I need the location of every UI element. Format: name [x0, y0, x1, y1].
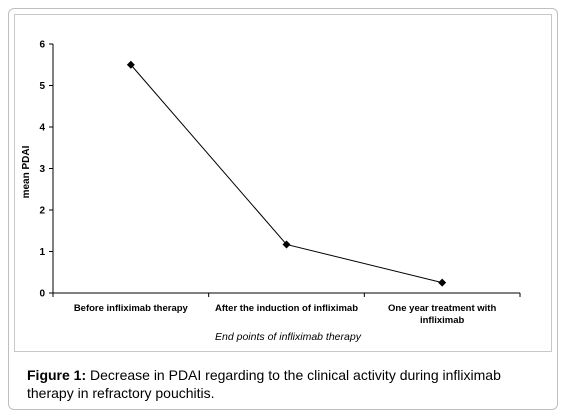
x-tick-label: After the induction of infliximab [215, 303, 358, 314]
y-tick-label: 2 [39, 206, 45, 217]
y-tick-label: 0 [39, 289, 45, 300]
figure-caption: Figure 1: Decrease in PDAI regarding to … [27, 366, 547, 402]
y-tick-label: 5 [39, 81, 45, 92]
y-tick-label: 6 [39, 40, 45, 51]
x-ticks: Before infliximab therapy After the induc… [52, 293, 521, 326]
y-axis-label: mean PDAI [21, 145, 32, 198]
data-point [126, 60, 135, 69]
x-tick-label: Before infliximab therapy [74, 303, 189, 314]
y-tick-label: 1 [39, 247, 45, 258]
series [126, 60, 447, 287]
caption-text: Decrease in PDAI regarding to the clinic… [27, 367, 501, 401]
x-axis-label: End points of infliximab therapy [215, 331, 362, 343]
axes [52, 44, 520, 294]
series-line [130, 64, 443, 284]
x-tick-label: One year treatment with infliximab [388, 303, 496, 326]
y-ticks: 0 1 2 3 4 5 6 [39, 40, 53, 300]
data-point [438, 278, 447, 287]
y-tick-label: 3 [39, 164, 45, 175]
caption-lead: Figure 1: [27, 367, 87, 383]
data-point [282, 240, 291, 249]
y-tick-label: 4 [39, 123, 45, 134]
chart-area [14, 14, 552, 352]
